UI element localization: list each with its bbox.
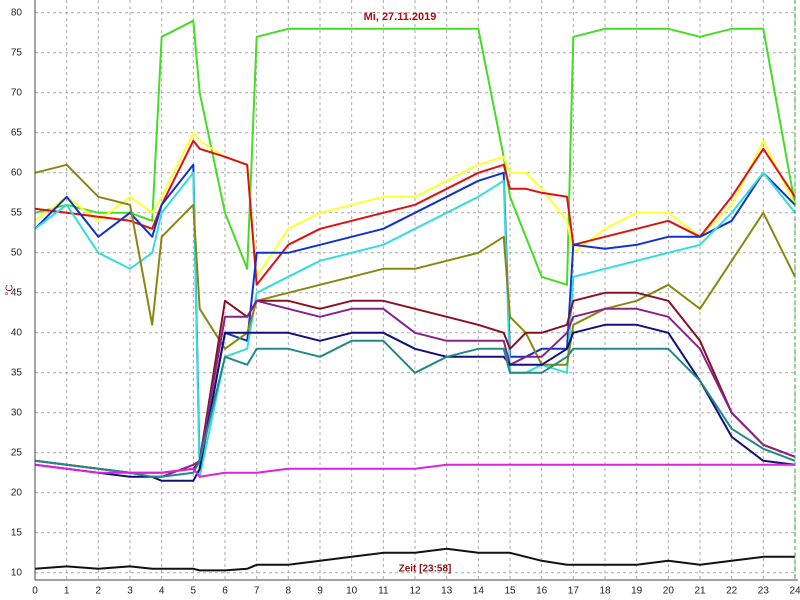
x-tick-label: 3 [127,586,133,597]
lines [34,19,796,572]
x-tick-label: 14 [473,586,485,597]
x-tick-label: 9 [317,586,323,597]
series-line [34,323,796,482]
x-tick-label: 6 [222,586,228,597]
series-line [34,163,796,366]
y-tick-label: 55 [11,207,23,218]
y-tick-label: 60 [11,167,23,178]
y-axis-title: °C [5,284,16,295]
x-tick-label: 22 [726,586,738,597]
y-tick-label: 65 [11,127,23,138]
chart-title: Mi, 27.11.2019 [364,11,437,23]
x-tick-label: 5 [191,586,197,597]
x-tick-label: 10 [346,586,358,597]
y-tick-label: 35 [11,367,23,378]
x-tick-label: 0 [32,586,38,597]
x-tick-label: 13 [441,586,453,597]
x-tick-label: 16 [536,586,548,597]
y-tick-label: 20 [11,487,23,498]
y-tick-label: 15 [11,527,23,538]
y-tick-label: 30 [11,407,23,418]
x-tick-label: 4 [159,586,165,597]
series-line [34,171,796,478]
series-line [34,463,795,478]
x-tick-label: 19 [631,586,643,597]
y-tick-label: 25 [11,447,23,458]
y-tick-label: 70 [11,87,23,98]
y-tick-label: 40 [11,327,23,338]
series-line [34,131,796,278]
y-tick-label: 75 [11,47,23,58]
x-tick-label: 20 [663,586,675,597]
x-tick-label: 17 [568,586,580,597]
x-tick-label: 1 [64,586,70,597]
y-tick-label: 50 [11,247,23,258]
series-line [34,19,796,286]
x-axis-title: Zeit [23:58] [399,564,452,575]
x-tick-label: 15 [504,586,516,597]
x-tick-label: 21 [694,586,706,597]
y-tick-label: 80 [11,7,23,18]
series-line [34,547,795,572]
y-tick-label: 45 [11,287,23,298]
series-line [34,163,796,470]
x-tick-label: 18 [599,586,611,597]
x-tick-label: 11 [378,586,389,597]
x-tick-label: 8 [286,586,292,597]
y-tick-label: 10 [11,567,23,578]
x-tick-label: 12 [409,586,421,597]
x-tick-label: 2 [96,586,102,597]
x-tick-label: 24 [789,586,800,597]
series-line [34,339,796,478]
x-tick-label: 7 [254,586,260,597]
x-tick-label: 23 [758,586,770,597]
